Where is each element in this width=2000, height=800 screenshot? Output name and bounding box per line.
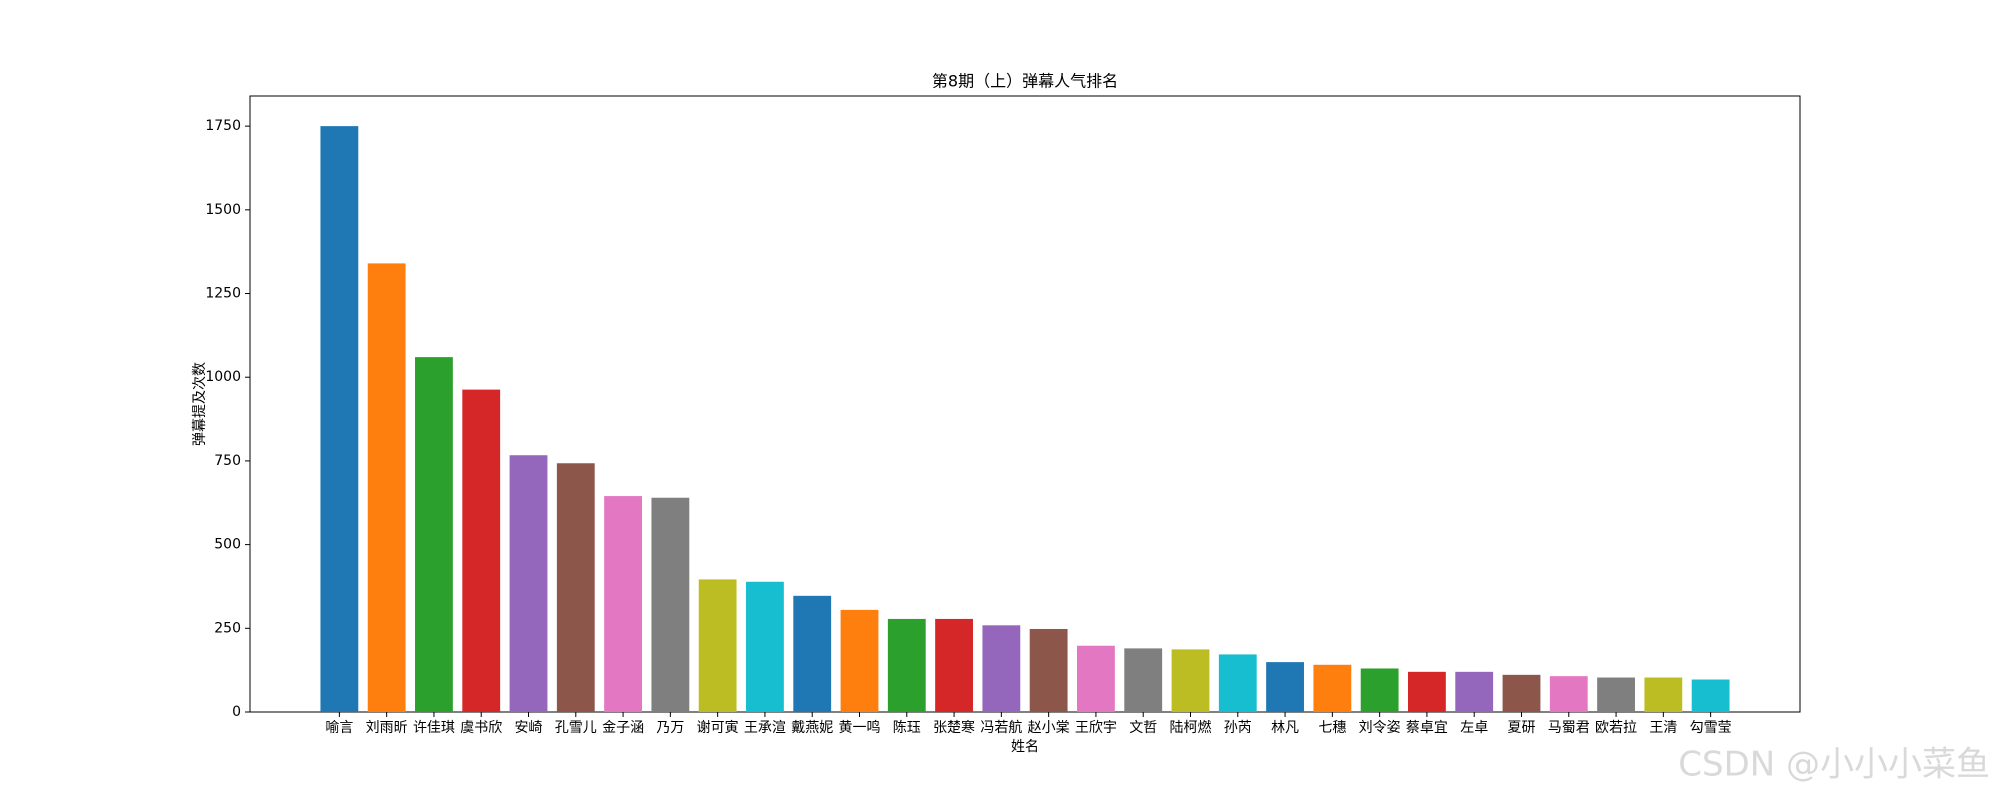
x-tick-label: 陆柯燃 — [1169, 719, 1211, 736]
x-tick-label: 刘令姿 — [1359, 720, 1401, 736]
x-tick-label: 七穗 — [1318, 720, 1346, 736]
bar — [462, 389, 501, 712]
y-tick-label: 1250 — [205, 286, 241, 302]
bar — [1266, 662, 1304, 712]
y-tick-label: 250 — [214, 620, 241, 636]
y-tick-label: 1750 — [205, 118, 241, 134]
bar — [651, 497, 690, 712]
bar — [1218, 654, 1257, 712]
x-axis-label: 姓名 — [1011, 739, 1039, 755]
y-tick-label: 500 — [214, 537, 241, 553]
x-tick-label: 夏研 — [1507, 720, 1535, 736]
bar — [415, 357, 453, 712]
y-tick-label: 1500 — [205, 202, 241, 218]
x-tick-label: 金子涵 — [602, 720, 644, 736]
watermark: CSDN @小小小菜鱼 — [1678, 745, 1990, 785]
bar — [604, 496, 642, 712]
bar — [935, 618, 973, 712]
bar — [509, 455, 548, 712]
x-tick-label: 谢可寅 — [697, 719, 739, 736]
bar — [1124, 648, 1163, 712]
x-tick-label: 乃万 — [656, 720, 684, 736]
bar — [1171, 649, 1210, 712]
x-tick-label: 安崎 — [515, 720, 543, 736]
bar — [1455, 671, 1494, 712]
bar — [1029, 628, 1068, 712]
x-tick-label: 林凡 — [1271, 720, 1299, 736]
y-axis-label: 弹幕提及次数 — [192, 362, 208, 446]
x-tick-label: 欧若拉 — [1595, 720, 1637, 736]
bar — [1502, 674, 1541, 712]
bar — [1360, 668, 1399, 712]
x-tick-label: 陈珏 — [893, 719, 921, 736]
plot-frame — [249, 95, 1801, 713]
x-tick-label: 孙芮 — [1224, 719, 1252, 736]
y-tick-label: 0 — [232, 704, 241, 720]
x-tick-label: 王清 — [1649, 720, 1677, 736]
x-tick-label: 王欣宇 — [1075, 720, 1117, 736]
x-tick-label: 喻言 — [325, 720, 353, 736]
x-tick-label: 马蜀君 — [1548, 720, 1590, 736]
y-tick-label: 750 — [214, 453, 241, 469]
x-tick-label: 左卓 — [1460, 720, 1488, 736]
bar — [1408, 671, 1446, 712]
x-tick-label: 勾雪莹 — [1690, 720, 1732, 736]
x-tick-label: 孔雪儿 — [555, 720, 597, 736]
bar — [556, 463, 595, 712]
x-tick-label: 赵小棠 — [1028, 720, 1070, 736]
bar — [1644, 677, 1683, 712]
bar — [698, 579, 737, 712]
x-tick-label: 戴燕妮 — [791, 720, 833, 736]
bar — [793, 595, 832, 712]
x-tick-label: 刘雨昕 — [366, 720, 408, 736]
bar — [1597, 677, 1635, 712]
bar — [746, 581, 784, 712]
x-tick-label: 黄一鸣 — [839, 719, 881, 736]
bar — [982, 625, 1021, 712]
bar — [1549, 676, 1588, 712]
x-tick-label: 虞书欣 — [460, 720, 502, 736]
chart-title: 第8期（上）弹幕人气排名 — [932, 72, 1118, 91]
bar — [367, 263, 406, 712]
x-tick-label: 文哲 — [1129, 720, 1157, 736]
x-tick-label: 许佳琪 — [413, 720, 455, 736]
x-tick-label: 王承渲 — [744, 720, 786, 736]
bar — [1313, 664, 1352, 712]
x-tick-label: 蔡卓宜 — [1406, 720, 1448, 736]
y-tick-label: 1000 — [205, 369, 241, 385]
bar — [1077, 645, 1115, 712]
bar — [1691, 679, 1730, 712]
bar — [887, 618, 926, 712]
x-tick-label: 张楚寒 — [933, 719, 975, 736]
bar — [840, 609, 879, 712]
x-tick-label: 冯若航 — [980, 720, 1022, 736]
bar — [320, 126, 359, 712]
